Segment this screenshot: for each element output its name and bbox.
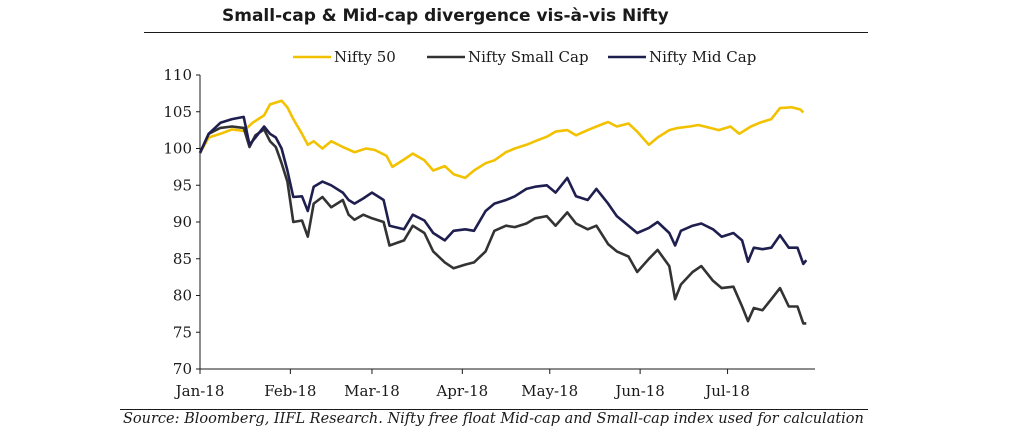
x-tick-label: May-18 (521, 382, 578, 400)
y-tick-label: 75 (173, 323, 192, 341)
line-chart: Nifty 50 Nifty Small Cap Nifty Mid Cap 707… (163, 48, 815, 400)
x-tick-label: Mar-18 (344, 382, 400, 400)
y-tick-label: 70 (173, 360, 192, 378)
series-line-nifty-50 (198, 99, 805, 180)
y-tick-label: 80 (173, 287, 192, 305)
x-tick-label: Feb-18 (264, 382, 316, 400)
x-tick-label: Jan-18 (174, 382, 225, 400)
y-tick-label: 100 (163, 140, 192, 158)
x-tick-label: Apr-18 (435, 382, 488, 400)
source-note: Source: Bloomberg, IIFL Research. Nifty … (123, 411, 864, 427)
y-tick-label: 105 (163, 103, 192, 121)
y-tick-label: 90 (173, 213, 192, 231)
chart-title: Small-cap & Mid-cap divergence vis-à-vis… (222, 6, 669, 26)
series-line-nifty-small-cap (198, 125, 807, 325)
y-tick-label: 95 (173, 176, 192, 194)
x-tick-label: Jul-18 (703, 382, 750, 400)
source-rule (120, 409, 868, 410)
series-line-nifty-mid-cap (198, 115, 808, 266)
x-tick-label: Jun-18 (613, 382, 665, 400)
y-tick-label: 85 (173, 250, 192, 268)
y-tick-label: 110 (163, 66, 192, 84)
legend-label: Nifty Mid Cap (649, 48, 756, 66)
legend: Nifty 50 Nifty Small Cap Nifty Mid Cap (293, 48, 756, 66)
legend-label: Nifty 50 (334, 48, 396, 66)
legend-label: Nifty Small Cap (468, 48, 589, 66)
title-rule (144, 32, 868, 33)
series-lines (198, 99, 808, 325)
axes: 70 75 80 85 90 95 100 105 110 Jan-18 Feb-18 Mar-18 A… (163, 66, 815, 400)
